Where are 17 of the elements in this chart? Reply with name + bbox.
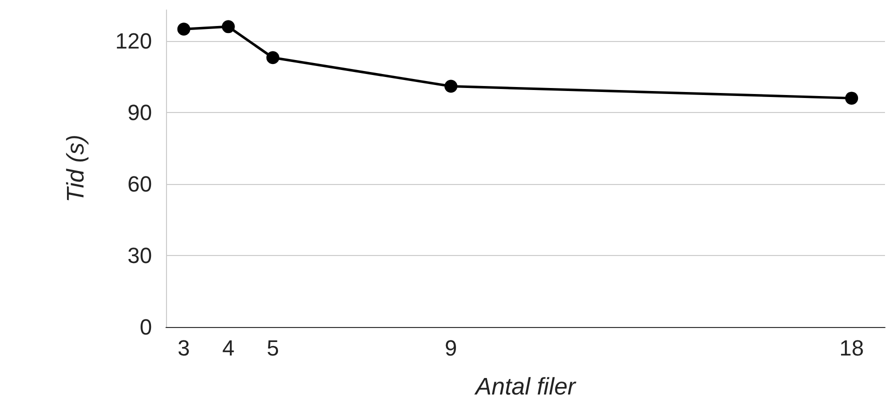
y-tick-label: 60 (128, 171, 152, 196)
y-tick-label: 90 (128, 100, 152, 125)
point (222, 20, 235, 34)
point (266, 51, 280, 64)
x-tick-label: 5 (266, 336, 279, 360)
y-tick-label: 30 (128, 242, 152, 268)
y-tick-label: 0 (140, 314, 152, 340)
point (845, 92, 858, 105)
x-tick-label: 18 (839, 336, 864, 360)
x-tick-label: 9 (444, 336, 458, 360)
y-tick-label: 120 (115, 28, 152, 54)
x-tick-label: 3 (178, 336, 190, 360)
point (177, 22, 190, 36)
x-tick-label: 4 (222, 336, 234, 360)
y-axis-title: Tid (s) (62, 134, 90, 202)
x-axis-title: Antal filer (473, 374, 577, 400)
point (444, 80, 458, 93)
